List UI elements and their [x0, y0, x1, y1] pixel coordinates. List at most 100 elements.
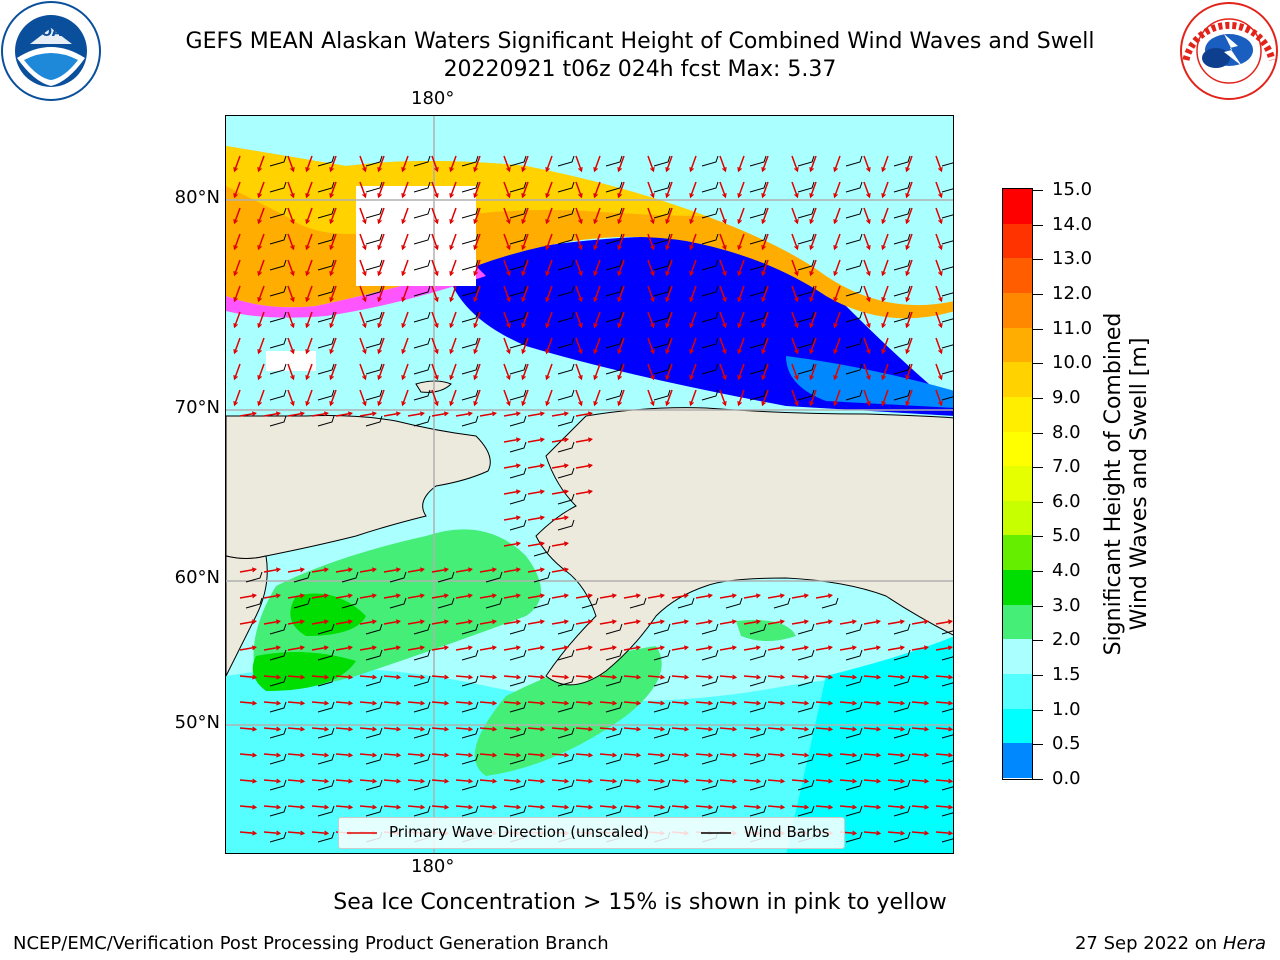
wave-arrow-head	[371, 645, 377, 651]
wind-barb	[341, 571, 359, 583]
wave-arrow-head	[545, 374, 550, 381]
wave-direction-arrow	[719, 389, 727, 406]
wave-direction-arrow	[551, 412, 568, 417]
wave-arrow-head	[545, 270, 550, 277]
wind-barb	[653, 649, 671, 661]
wave-direction-arrow	[887, 646, 904, 651]
wave-arrow-head	[833, 296, 838, 303]
wave-arrow-head	[650, 322, 655, 329]
wave-arrow-head	[866, 244, 871, 251]
wave-direction-arrow	[551, 438, 568, 443]
wave-arrow-head	[233, 218, 238, 225]
wave-direction-arrow	[881, 207, 889, 224]
wave-direction-arrow	[881, 285, 889, 302]
wave-direction-arrow	[647, 233, 655, 250]
wind-barb	[893, 805, 911, 817]
wave-arrow-head	[617, 166, 622, 173]
wave-direction-arrow	[401, 285, 409, 302]
wave-arrow-head	[275, 411, 281, 417]
title-line-1: GEFS MEAN Alaskan Waters Significant Hei…	[185, 29, 1095, 54]
wind-barb	[797, 649, 815, 661]
wind-barb	[941, 786, 953, 791]
wave-arrow-head	[881, 400, 886, 407]
wind-barb	[413, 363, 431, 375]
colorbar-tick	[1033, 224, 1043, 226]
wave-direction-arrow	[359, 285, 367, 302]
wave-arrow-head	[420, 700, 426, 706]
wind-barb	[749, 649, 767, 661]
wave-direction-arrow	[449, 285, 457, 302]
wave-direction-arrow	[239, 805, 257, 809]
wave-arrow-head	[420, 752, 426, 758]
wave-arrow-head	[689, 270, 694, 277]
wind-barb	[317, 727, 335, 739]
wave-direction-arrow	[665, 363, 673, 380]
wave-direction-arrow	[503, 337, 511, 354]
wind-barb	[461, 779, 479, 791]
wave-arrow-head	[779, 645, 785, 651]
wind-barb	[461, 207, 479, 219]
wave-direction-arrow	[329, 389, 337, 406]
missing-data-patch-2	[266, 351, 316, 371]
wave-direction-arrow	[479, 779, 497, 783]
wind-barb	[509, 389, 527, 401]
wave-direction-arrow	[335, 753, 353, 757]
wind-barb	[413, 337, 431, 349]
wave-arrow-head	[761, 322, 766, 329]
wave-direction-arrow	[503, 646, 520, 651]
colorbar-tick	[1033, 432, 1043, 434]
wave-direction-arrow	[671, 620, 688, 625]
wave-arrow-head	[564, 752, 570, 758]
wave-direction-arrow	[545, 207, 553, 224]
wind-barb	[413, 727, 431, 739]
wave-arrow-head	[905, 322, 910, 329]
wave-direction-arrow	[383, 701, 401, 705]
wave-arrow-head	[924, 830, 930, 836]
wind-barb	[605, 805, 623, 817]
wind-barb	[605, 181, 623, 193]
wave-arrow-head	[593, 192, 598, 199]
wave-direction-arrow	[305, 389, 313, 406]
wave-arrow-head	[492, 726, 498, 732]
wind-barb	[269, 233, 287, 245]
wave-direction-arrow	[521, 259, 529, 276]
wave-arrow-head	[809, 296, 814, 303]
wave-direction-arrow	[599, 753, 617, 757]
wave-arrow-head	[756, 674, 762, 680]
wave-direction-arrow	[599, 594, 616, 599]
wave-direction-arrow	[287, 831, 305, 835]
wave-direction-arrow	[551, 646, 568, 651]
wave-arrow-head	[683, 593, 689, 599]
wind-barb	[269, 285, 287, 297]
wave-direction-arrow	[719, 207, 727, 224]
wave-arrow-head	[794, 166, 799, 173]
wave-direction-arrow	[905, 181, 913, 198]
wave-arrow-head	[449, 322, 454, 329]
wave-direction-arrow	[401, 389, 409, 406]
wave-direction-arrow	[743, 646, 760, 651]
wave-direction-arrow	[359, 311, 367, 328]
wind-barb	[797, 311, 815, 323]
wave-arrow-head	[329, 322, 334, 329]
wave-arrow-head	[506, 244, 511, 251]
wave-arrow-head	[947, 619, 953, 625]
wave-direction-arrow	[527, 753, 545, 757]
wave-arrow-head	[329, 374, 334, 381]
wave-direction-arrow	[431, 568, 448, 573]
wave-arrow-head	[396, 778, 402, 784]
wind-barb	[245, 597, 263, 609]
wave-arrow-head	[506, 296, 511, 303]
wind-barb	[461, 155, 479, 167]
wind-barb	[557, 389, 575, 401]
wave-direction-arrow	[719, 337, 727, 354]
wave-direction-arrow	[257, 259, 265, 276]
wave-arrow-head	[563, 593, 569, 599]
wind-barb	[413, 701, 431, 713]
wave-arrow-head	[468, 752, 474, 758]
wave-arrow-head	[419, 567, 425, 573]
wave-arrow-head	[377, 270, 382, 277]
wave-direction-arrow	[833, 155, 841, 172]
wave-arrow-head	[587, 593, 593, 599]
wave-arrow-head	[948, 752, 953, 758]
wave-arrow-head	[362, 322, 367, 329]
